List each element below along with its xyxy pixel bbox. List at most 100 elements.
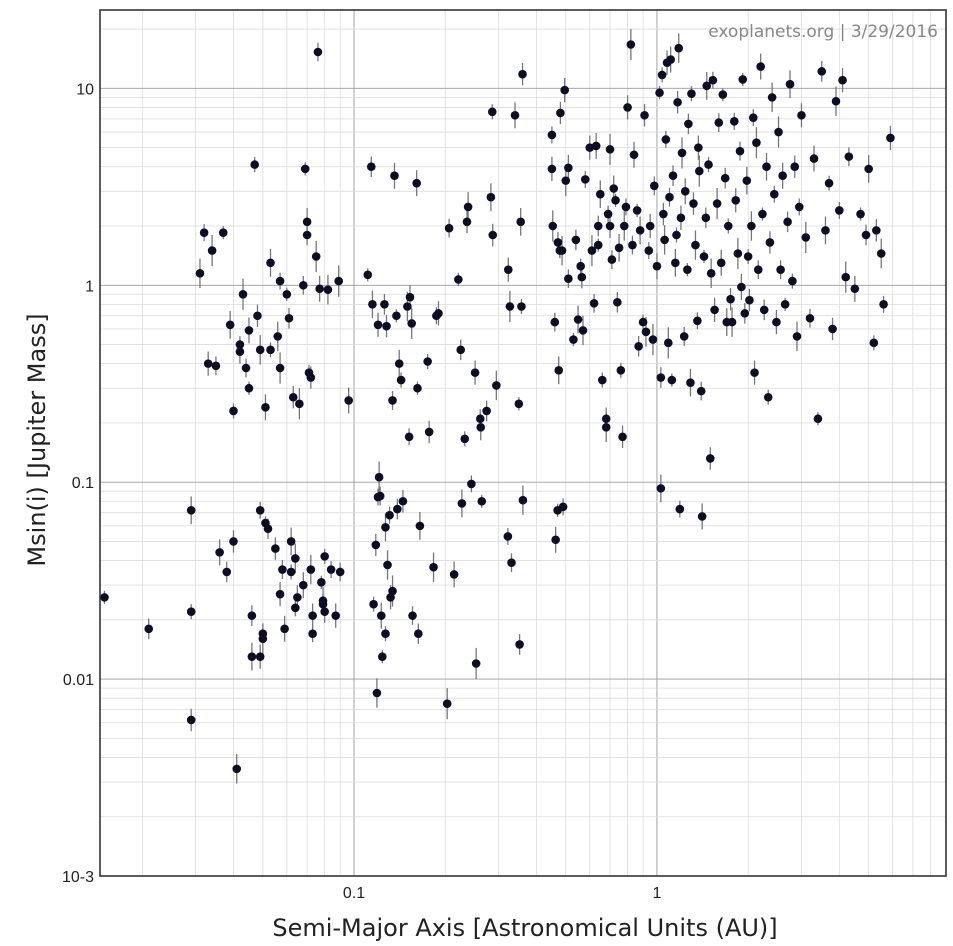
- data-point: [710, 305, 719, 315]
- data-point: [275, 276, 285, 286]
- data-point: [326, 565, 336, 574]
- data-point: [282, 289, 292, 299]
- data-point: [199, 228, 209, 237]
- data-point: [663, 338, 673, 348]
- data-point: [750, 368, 759, 377]
- data-point: [374, 472, 384, 482]
- data-point: [589, 298, 599, 308]
- data-point: [475, 414, 485, 424]
- y-tick-label: 10: [76, 81, 94, 98]
- data-point: [609, 184, 619, 193]
- data-point: [856, 209, 865, 219]
- data-point: [482, 406, 491, 416]
- data-point: [714, 118, 724, 127]
- data-point: [456, 345, 466, 355]
- data-point: [821, 226, 830, 235]
- data-point: [366, 162, 376, 172]
- data-point: [648, 335, 658, 344]
- data-point: [331, 611, 341, 620]
- data-point: [597, 375, 607, 385]
- data-point: [665, 192, 674, 202]
- data-point: [323, 285, 333, 294]
- data-point: [369, 599, 378, 609]
- data-point: [743, 252, 753, 261]
- data-point: [551, 535, 560, 545]
- data-point: [517, 302, 526, 311]
- data-point: [571, 235, 581, 245]
- data-point: [801, 233, 811, 242]
- data-point: [195, 269, 205, 278]
- data-point: [266, 345, 275, 355]
- data-point: [302, 217, 312, 227]
- data-point: [813, 414, 823, 424]
- data-point: [241, 363, 251, 373]
- data-point: [661, 135, 671, 144]
- data-point: [286, 537, 296, 546]
- data-point: [273, 332, 283, 341]
- data-point: [618, 432, 627, 442]
- x-tick-label: 0.1: [343, 885, 365, 902]
- data-point: [280, 624, 289, 634]
- data-point: [492, 381, 501, 390]
- data-point: [740, 309, 750, 318]
- data-point: [756, 62, 765, 71]
- data-point: [382, 321, 391, 331]
- data-point: [861, 230, 871, 240]
- data-point: [454, 275, 463, 284]
- data-point: [412, 178, 421, 188]
- data-point: [295, 399, 304, 409]
- data-point: [573, 315, 583, 324]
- data-point: [776, 265, 785, 274]
- data-point: [640, 110, 649, 120]
- data-point: [677, 148, 687, 158]
- data-point: [232, 764, 242, 774]
- data-point: [668, 171, 678, 181]
- data-point: [576, 261, 585, 271]
- data-point: [235, 340, 245, 349]
- data-point: [255, 345, 265, 355]
- data-point: [737, 282, 746, 292]
- data-point: [635, 226, 645, 235]
- data-point: [463, 202, 473, 212]
- data-point: [697, 512, 707, 521]
- data-point: [393, 504, 402, 514]
- data-point: [203, 359, 213, 368]
- data-point: [429, 562, 438, 572]
- error-bars: [103, 28, 892, 784]
- data-point: [553, 238, 563, 247]
- data-point: [375, 491, 385, 501]
- data-point: [334, 276, 344, 286]
- data-point: [423, 357, 432, 366]
- data-point: [405, 292, 415, 302]
- data-point: [701, 213, 711, 223]
- plot-grid: [100, 10, 947, 877]
- data-point: [467, 479, 476, 489]
- data-point: [693, 316, 702, 326]
- data-point: [680, 187, 690, 196]
- data-point: [320, 552, 329, 561]
- data-point: [695, 166, 704, 176]
- data-point: [302, 230, 312, 240]
- data-point: [601, 414, 611, 424]
- data-point: [684, 119, 693, 129]
- data-point: [850, 284, 860, 294]
- data-point: [255, 505, 265, 515]
- data-point: [805, 313, 815, 323]
- data-point: [186, 715, 196, 725]
- data-point: [673, 97, 682, 107]
- data-point: [587, 246, 597, 255]
- data-point: [747, 221, 756, 231]
- data-point: [578, 326, 588, 335]
- data-point: [778, 171, 787, 181]
- data-point: [696, 386, 706, 396]
- data-point: [718, 90, 728, 99]
- data-point: [413, 383, 422, 393]
- data-point: [293, 593, 302, 602]
- data-point: [383, 560, 392, 570]
- data-point: [752, 138, 761, 147]
- data-point: [222, 567, 232, 577]
- data-point: [611, 196, 620, 205]
- y-tick-label: 0.1: [72, 475, 94, 492]
- data-point: [649, 181, 659, 191]
- data-point: [886, 133, 895, 143]
